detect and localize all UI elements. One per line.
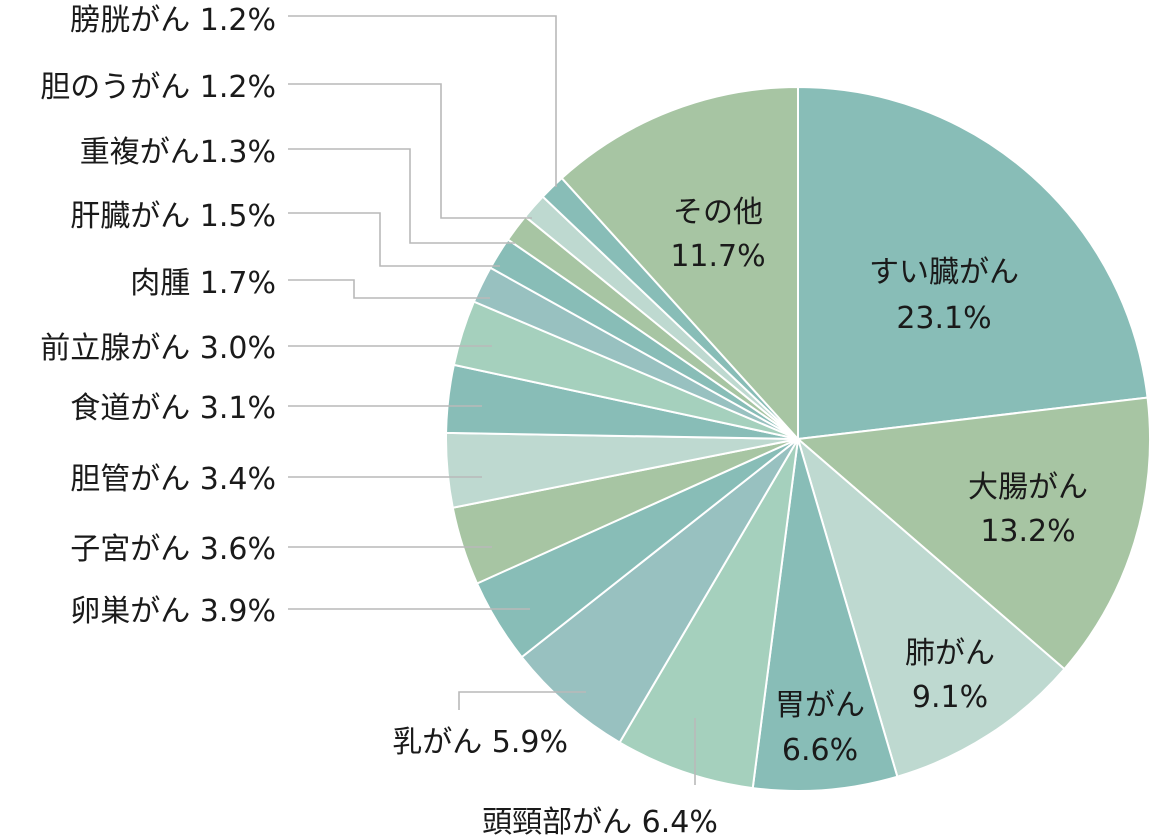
label-toukeibu: 頭頸部がん 6.4% [482,805,718,838]
leader-tannou [288,83,532,219]
leader-lines [288,15,696,785]
leader-nikushu [288,279,490,299]
label-ransou: 卵巣がん 3.9% [70,594,276,629]
pie-slice-3 [751,438,899,792]
pie-slice-5 [520,438,799,744]
label-kanzo: 肝臓がん 1.5% [70,199,276,234]
pie-slice-2 [796,436,1066,778]
label-boko: 膀胱がん 1.2% [70,3,276,38]
leader-kanzo [288,212,500,267]
pie-slices [445,85,1151,792]
leader-boko [288,15,557,187]
label-sonota-name: その他 [673,195,763,230]
label-daicho-name: 大腸がん [968,470,1088,505]
leader-nyu [458,691,586,710]
label-nikushu: 肉腫 1.7% [130,266,276,301]
pie-slice-16 [560,85,799,442]
pie-slice-4 [618,438,799,790]
label-hai-value: 9.1% [912,680,988,715]
label-shokudo: 食道がん 3.1% [70,391,276,426]
leader-jufuku [288,148,515,244]
pie-slice-1 [795,396,1151,671]
label-suizo-name: すい臓がん [869,255,1019,290]
label-suizo-value: 23.1% [896,301,991,336]
label-sonota-value: 11.7% [670,239,765,274]
label-tannou: 胆のうがん 1.2% [40,70,276,105]
pie-slice-0 [797,85,1149,441]
label-nyu: 乳がん 5.9% [392,725,568,760]
label-jufuku: 重複がん1.3% [80,135,276,170]
label-tankan: 胆管がん 3.4% [70,462,276,497]
label-zenritsusen: 前立腺がん 3.0% [40,331,276,366]
label-i-value: 6.6% [782,733,858,768]
label-hai-name: 肺がん [905,636,995,671]
outside-labels: 膀胱がん 1.2% 胆のうがん 1.2% 重複がん1.3% 肝臓がん 1.5% … [40,3,718,838]
label-i-name: 胃がん [775,688,865,723]
label-daicho-value: 13.2% [980,514,1075,549]
inside-labels: すい臓がん 23.1% 大腸がん 13.2% 肺がん 9.1% 胃がん 6.6%… [670,195,1088,768]
label-shikyu: 子宮がん 3.6% [70,532,276,567]
